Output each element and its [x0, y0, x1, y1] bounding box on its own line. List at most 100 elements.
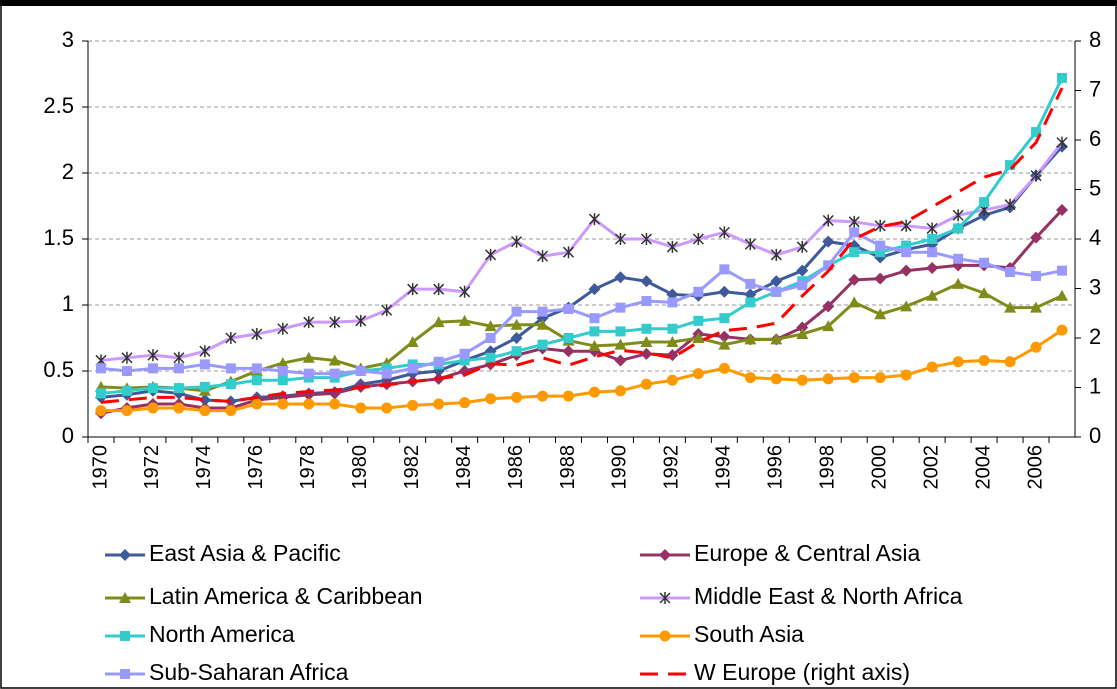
- marker: [537, 339, 548, 350]
- legend-label: East Asia & Pacific: [149, 540, 341, 566]
- marker: [718, 338, 731, 350]
- marker: [1057, 72, 1068, 83]
- marker: [277, 322, 289, 335]
- marker: [641, 296, 652, 307]
- marker: [926, 262, 939, 275]
- marker: [796, 328, 809, 340]
- marker: [173, 363, 184, 374]
- marker: [900, 369, 912, 381]
- marker: [718, 285, 731, 298]
- marker: [484, 320, 497, 332]
- marker: [823, 260, 834, 271]
- marker: [537, 390, 549, 402]
- x-tick-label: 1978: [297, 445, 319, 490]
- marker: [120, 669, 130, 679]
- marker: [119, 592, 131, 603]
- marker: [659, 592, 671, 604]
- marker: [901, 240, 912, 251]
- marker: [978, 287, 991, 299]
- marker: [147, 349, 159, 362]
- marker: [225, 332, 237, 344]
- marker: [1031, 127, 1042, 138]
- x-tick-label: 1986: [505, 445, 527, 490]
- marker: [926, 289, 939, 301]
- marker: [796, 321, 809, 334]
- marker: [796, 264, 809, 277]
- marker: [563, 333, 574, 343]
- marker: [588, 339, 601, 351]
- x-tick-label: 2004: [972, 445, 994, 490]
- marker: [511, 346, 522, 357]
- marker: [900, 264, 913, 277]
- marker: [667, 297, 678, 308]
- marker: [926, 222, 938, 235]
- marker: [666, 240, 678, 253]
- marker: [640, 233, 652, 245]
- marker: [770, 275, 783, 288]
- marker: [848, 215, 860, 228]
- marker: [614, 385, 626, 397]
- marker: [511, 235, 523, 248]
- marker: [95, 405, 107, 417]
- marker: [147, 402, 159, 414]
- marker: [381, 304, 393, 317]
- marker: [589, 313, 600, 324]
- marker: [199, 345, 211, 358]
- marker: [667, 323, 678, 334]
- marker: [693, 315, 704, 326]
- marker: [355, 402, 367, 414]
- x-tick-label: 1976: [245, 445, 267, 490]
- marker: [900, 219, 912, 232]
- marker: [433, 283, 445, 296]
- marker: [719, 264, 730, 275]
- marker: [822, 235, 835, 248]
- x-tick-label: 1988: [557, 445, 579, 490]
- marker: [822, 214, 834, 227]
- marker: [874, 219, 886, 232]
- marker: [511, 391, 523, 403]
- marker: [1056, 289, 1069, 301]
- legend-label: W Europe (right axis): [694, 659, 910, 685]
- legend-label: South Asia: [694, 621, 804, 647]
- marker: [381, 402, 393, 414]
- marker: [874, 272, 887, 285]
- marker: [511, 306, 522, 317]
- marker: [407, 363, 418, 374]
- marker: [979, 257, 990, 268]
- marker: [666, 374, 678, 386]
- x-tick-label: 1994: [713, 445, 735, 490]
- marker: [952, 356, 964, 368]
- marker: [277, 366, 288, 376]
- marker: [485, 248, 497, 261]
- marker: [848, 372, 860, 384]
- marker: [1005, 160, 1016, 171]
- marker: [459, 285, 471, 298]
- y2-tick-label: 1: [1089, 373, 1101, 398]
- x-tick-label: 1998: [817, 445, 839, 490]
- x-tick-label: 2006: [1024, 445, 1046, 490]
- marker: [978, 354, 990, 366]
- y2-tick-label: 7: [1089, 76, 1101, 101]
- series: [95, 227, 1068, 379]
- x-tick-label: 1996: [765, 445, 787, 490]
- series: [100, 87, 1064, 404]
- marker: [615, 326, 626, 337]
- marker: [927, 247, 938, 258]
- marker: [693, 286, 704, 297]
- y2-tick-label: 0: [1089, 423, 1101, 448]
- x-tick-label: 1980: [349, 445, 371, 490]
- marker: [225, 363, 236, 374]
- marker: [381, 363, 392, 374]
- marker: [927, 234, 938, 244]
- marker: [640, 347, 653, 360]
- marker: [1056, 324, 1068, 336]
- marker: [1030, 231, 1043, 244]
- y2-tick-label: 8: [1089, 27, 1101, 52]
- marker: [198, 394, 211, 407]
- y-tick-label: 2: [62, 159, 74, 184]
- marker: [641, 323, 652, 334]
- marker: [953, 223, 964, 234]
- y2-tick-label: 3: [1089, 274, 1101, 299]
- marker: [303, 316, 315, 329]
